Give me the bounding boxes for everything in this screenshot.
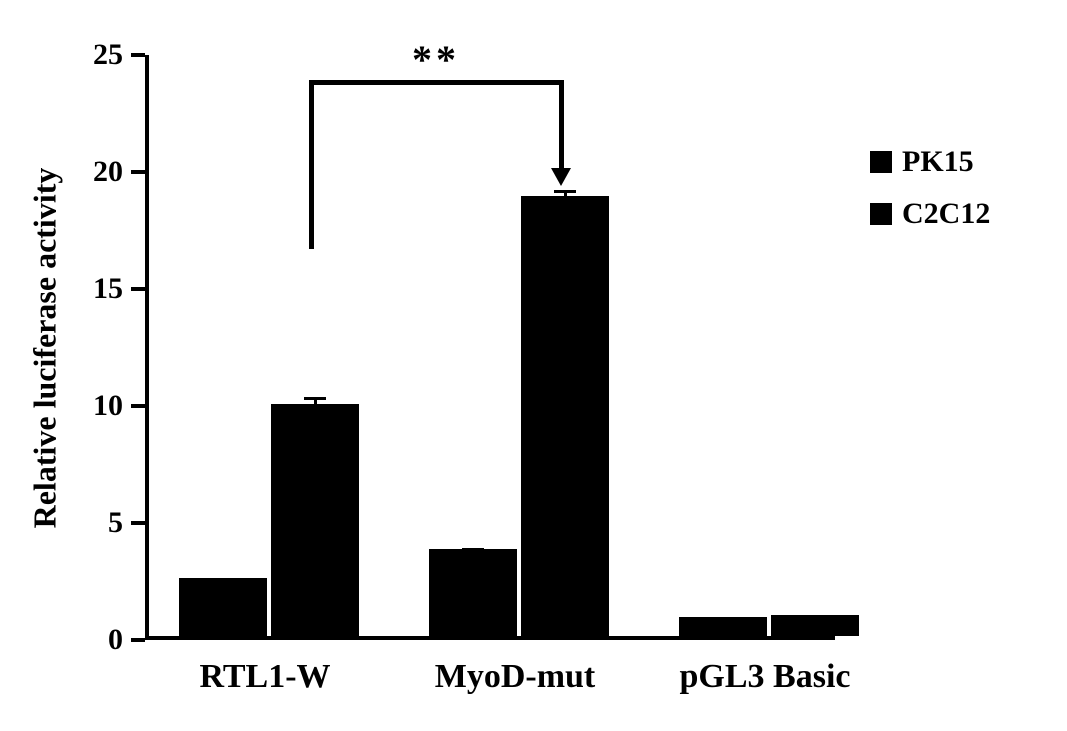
legend-item: C2C12 [870, 197, 990, 231]
y-tick [131, 170, 145, 174]
x-category-label: pGL3 Basic [680, 658, 851, 696]
x-category-label: MyoD-mut [435, 658, 596, 696]
legend-label: C2C12 [902, 197, 990, 231]
y-tick-label: 25 [0, 38, 123, 72]
significance-bracket [309, 80, 314, 249]
legend-swatch [870, 151, 892, 173]
y-tick [131, 521, 145, 525]
luciferase-bar-chart: 0510152025Relative luciferase activityRT… [0, 0, 1067, 731]
legend: PK15 C2C12 [870, 145, 990, 249]
legend-label: PK15 [902, 145, 974, 179]
error-bar-cap [212, 578, 234, 581]
bar [179, 578, 267, 637]
error-bar-cap [462, 548, 484, 551]
error-bar-cap [554, 190, 576, 193]
error-bar-cap [804, 616, 826, 619]
y-tick [131, 287, 145, 291]
legend-item: PK15 [870, 145, 990, 179]
plot-area [145, 55, 835, 640]
bar [521, 196, 609, 636]
y-tick [131, 638, 145, 642]
significance-bracket [559, 80, 564, 170]
bar [429, 549, 517, 636]
error-bar-cap [304, 397, 326, 400]
y-tick [131, 53, 145, 57]
x-category-label: RTL1-W [199, 658, 330, 696]
significance-marker: ** [412, 36, 460, 83]
y-tick-label: 0 [0, 623, 123, 657]
bar [271, 404, 359, 636]
y-tick [131, 404, 145, 408]
error-bar-cap [712, 618, 734, 621]
arrowhead-icon [551, 168, 571, 186]
legend-swatch [870, 203, 892, 225]
y-axis-title: Relative luciferase activity [27, 167, 64, 528]
